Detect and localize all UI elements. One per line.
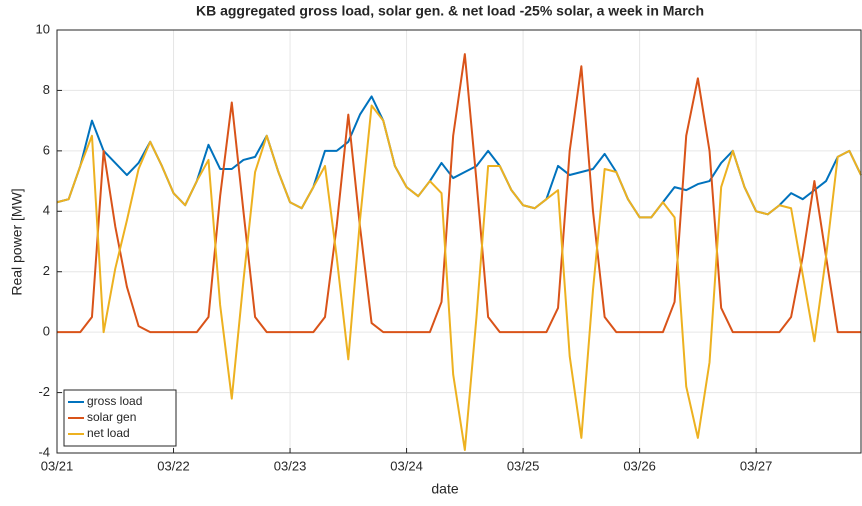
y-tick-label: -4 [38,444,50,459]
legend-label: gross load [87,394,142,408]
x-tick-label: 03/25 [507,458,540,473]
x-tick-label: 03/26 [623,458,656,473]
y-tick-label: 2 [43,263,50,278]
legend-label: solar gen [87,410,136,424]
y-tick-label: 8 [43,82,50,97]
x-axis-label: date [431,481,458,497]
legend-label: net load [87,426,130,440]
y-axis-label: Real power [MW] [9,188,25,295]
series-line [56,104,862,451]
x-tick-label: 03/21 [41,458,74,473]
y-tick-label: 0 [43,324,50,339]
axes-box [56,29,862,454]
x-tick-label: 03/23 [274,458,307,473]
y-tick-label: 10 [36,21,50,36]
x-tick-label: 03/22 [157,458,190,473]
series-line [57,53,861,334]
chart-title: KB aggregated gross load, solar gen. & n… [196,3,704,19]
y-tick-label: -2 [38,384,50,399]
y-tick-label: 6 [43,142,50,157]
x-tick-label: 03/24 [390,458,423,473]
y-tick-label: 4 [43,203,50,218]
x-tick-label: 03/27 [740,458,773,473]
